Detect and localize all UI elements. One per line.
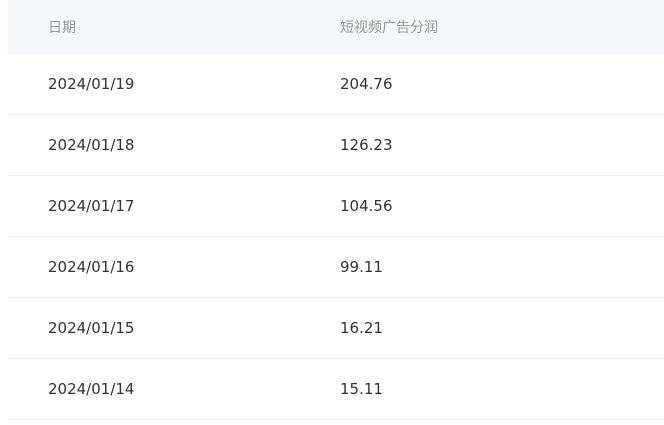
- revenue-cell: 204.76: [340, 75, 393, 93]
- table-row: 2024/01/19 204.76: [8, 54, 664, 115]
- revenue-cell: 99.11: [340, 258, 383, 276]
- revenue-cell: 104.56: [340, 197, 393, 215]
- table-row: 2024/01/18 126.23: [8, 115, 664, 176]
- date-cell: 2024/01/19: [48, 75, 135, 93]
- date-cell: 2024/01/17: [48, 197, 135, 215]
- revenue-table: 日期 短视频广告分润 2024/01/19 204.76 2024/01/18 126…: [8, 0, 664, 420]
- header-revenue: 短视频广告分润: [340, 20, 438, 36]
- header-date: 日期: [48, 20, 76, 36]
- table-row: 2024/01/15 16.21: [8, 298, 664, 359]
- revenue-cell: 15.11: [340, 380, 383, 398]
- date-cell: 2024/01/18: [48, 136, 135, 154]
- date-cell: 2024/01/15: [48, 319, 135, 337]
- table-header: 日期 短视频广告分润: [8, 0, 664, 54]
- date-cell: 2024/01/14: [48, 380, 135, 398]
- revenue-cell: 126.23: [340, 136, 393, 154]
- revenue-cell: 16.21: [340, 319, 383, 337]
- date-cell: 2024/01/16: [48, 258, 135, 276]
- table-row: 2024/01/16 99.11: [8, 237, 664, 298]
- table-row: 2024/01/14 15.11: [8, 359, 664, 420]
- table-row: 2024/01/17 104.56: [8, 176, 664, 237]
